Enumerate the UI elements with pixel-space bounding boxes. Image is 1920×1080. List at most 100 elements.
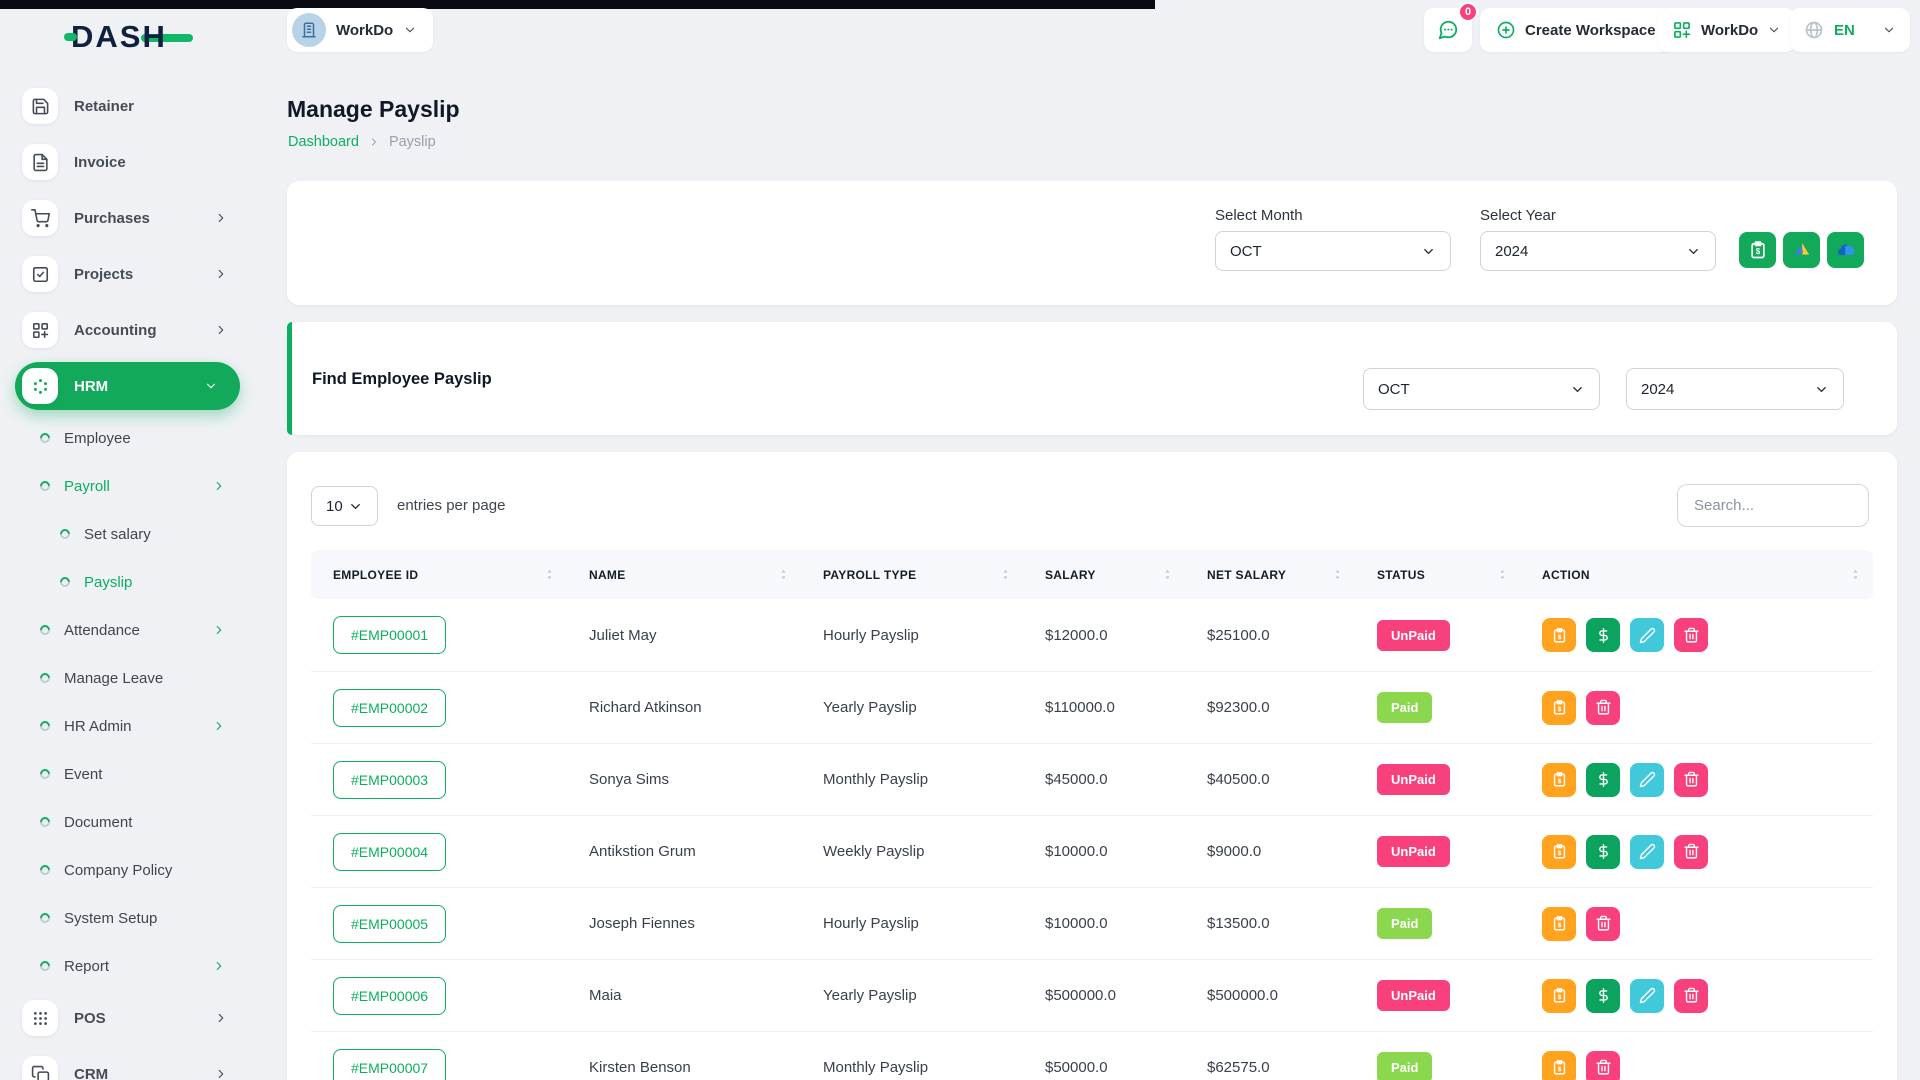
bulk-payment-button[interactable]: $ [1739, 232, 1776, 268]
sidebar-item-employee[interactable]: Employee [0, 414, 270, 462]
payslip-button[interactable]: $ [1542, 906, 1576, 941]
sidebar-item-label: HRM [74, 377, 109, 395]
chevron-down-icon [1421, 244, 1436, 259]
sidebar-item-payslip[interactable]: Payslip [0, 558, 270, 606]
sidebar-item-accounting[interactable]: Accounting [0, 302, 270, 358]
sidebar-item-attendance[interactable]: Attendance [0, 606, 270, 654]
employee-id-chip[interactable]: #EMP00006 [333, 976, 447, 1015]
column-header-employee-id[interactable]: EMPLOYEE ID [311, 567, 567, 582]
onedrive-export-button[interactable] [1827, 232, 1864, 268]
delete-button[interactable] [1586, 690, 1620, 725]
bullet-icon [37, 958, 53, 974]
entries-per-page-select[interactable]: 10 [311, 486, 378, 526]
sidebar-item-retainer[interactable]: Retainer [0, 78, 270, 134]
pay-button[interactable] [1586, 618, 1620, 652]
employee-id-chip[interactable]: #EMP00002 [333, 688, 447, 727]
edit-button[interactable] [1630, 978, 1664, 1013]
dash-logo[interactable]: DASH [64, 19, 193, 54]
sidebar-item-company-policy[interactable]: Company Policy [0, 846, 270, 894]
trash-icon [1683, 843, 1700, 860]
delete-button[interactable] [1674, 978, 1708, 1013]
workspace-selector[interactable]: WorkDo [287, 8, 434, 52]
employee-id-chip[interactable]: #EMP00005 [333, 904, 447, 943]
sidebar-item-label: POS [74, 1009, 106, 1027]
breadcrumb-dashboard-link[interactable]: Dashboard [288, 134, 359, 150]
column-label: NAME [589, 567, 626, 582]
month-select[interactable]: OCT [1215, 231, 1451, 271]
chevron-right-icon [214, 1011, 228, 1025]
sidebar-item-crm[interactable]: CRM [0, 1046, 270, 1080]
sidebar-item-projects[interactable]: Projects [0, 246, 270, 302]
find-month-value: OCT [1378, 380, 1410, 398]
column-label: NET SALARY [1207, 567, 1287, 582]
svg-text:$: $ [1557, 778, 1561, 785]
pay-button[interactable] [1586, 762, 1620, 797]
create-workspace-button[interactable]: Create Workspace [1480, 8, 1672, 52]
edit-button[interactable] [1630, 618, 1664, 652]
employee-id-chip[interactable]: #EMP00001 [333, 616, 447, 654]
year-select[interactable]: 2024 [1480, 231, 1716, 271]
payslip-button[interactable]: $ [1542, 978, 1576, 1013]
column-header-salary[interactable]: SALARY [1023, 567, 1185, 582]
delete-button[interactable] [1586, 906, 1620, 941]
clipboard-dollar-icon: $ [1551, 843, 1568, 860]
table-row: #EMP00002 Richard Atkinson Yearly Payslip $… [311, 671, 1873, 743]
sidebar-item-hr-admin[interactable]: HR Admin [0, 702, 270, 750]
pay-button[interactable] [1586, 978, 1620, 1013]
sidebar-item-event[interactable]: Event [0, 750, 270, 798]
sidebar-item-payroll[interactable]: Payroll [0, 462, 270, 510]
edit-button[interactable] [1630, 834, 1664, 869]
bullet-icon [57, 574, 73, 590]
trash-icon [1683, 987, 1700, 1004]
sidebar-item-manage-leave[interactable]: Manage Leave [0, 654, 270, 702]
payslip-button[interactable]: $ [1542, 762, 1576, 797]
sidebar-item-set-salary[interactable]: Set salary [0, 510, 270, 558]
plus-circle-icon [1496, 20, 1516, 40]
find-month-select[interactable]: OCT [1363, 368, 1600, 410]
delete-button[interactable] [1674, 762, 1708, 797]
payslip-button[interactable]: $ [1542, 618, 1576, 652]
delete-button[interactable] [1674, 834, 1708, 869]
employee-id-chip[interactable]: #EMP00003 [333, 760, 447, 799]
column-header-action[interactable]: ACTION [1520, 567, 1873, 582]
sidebar-item-invoice[interactable]: Invoice [0, 134, 270, 190]
sidebar-item-hrm[interactable]: HRM [0, 358, 270, 414]
salary-value: $10000.0 [1045, 843, 1108, 860]
column-header-payroll-type[interactable]: PAYROLL TYPE [801, 567, 1023, 582]
payslip-button[interactable]: $ [1542, 834, 1576, 869]
employee-id-chip[interactable]: #EMP00004 [333, 832, 447, 871]
sidebar-item-system-setup[interactable]: System Setup [0, 894, 270, 942]
bullet-icon [37, 910, 53, 926]
delete-button[interactable] [1586, 1050, 1620, 1080]
sort-icon [1848, 567, 1863, 582]
table-header-row: EMPLOYEE ID NAME PAYROLL TYPE SALARY NET SAL… [311, 550, 1873, 599]
payslip-button[interactable]: $ [1542, 690, 1576, 725]
sidebar-item-report[interactable]: Report [0, 942, 270, 990]
sidebar-nav: Retainer Invoice Purchases Projects Accounti… [0, 60, 270, 1080]
delete-button[interactable] [1674, 618, 1708, 652]
find-year-select[interactable]: 2024 [1626, 368, 1844, 410]
payroll-type: Yearly Payslip [823, 987, 917, 1004]
column-header-status[interactable]: STATUS [1355, 567, 1520, 582]
google-drive-icon [1792, 240, 1812, 260]
clipboard-dollar-icon: $ [1748, 240, 1768, 260]
employee-id-chip[interactable]: #EMP00007 [333, 1048, 447, 1080]
sidebar-item-purchases[interactable]: Purchases [0, 190, 270, 246]
row-actions: $ [1542, 1050, 1873, 1080]
messages-button[interactable]: 0 [1424, 2, 1478, 52]
sidebar-item-pos[interactable]: POS [0, 990, 270, 1046]
breadcrumb: Dashboard Payslip [288, 134, 436, 150]
edit-button[interactable] [1630, 762, 1664, 797]
app-switcher-button[interactable]: WorkDo [1658, 8, 1796, 52]
language-selector[interactable]: EN [1790, 8, 1910, 52]
sort-icon [1160, 567, 1175, 582]
column-header-name[interactable]: NAME [567, 567, 801, 582]
google-drive-export-button[interactable] [1783, 232, 1820, 268]
payslip-button[interactable]: $ [1542, 1050, 1576, 1080]
pay-button[interactable] [1586, 834, 1620, 869]
column-header-net-salary[interactable]: NET SALARY [1185, 567, 1355, 582]
crm-icon [31, 1065, 50, 1080]
sidebar-item-document[interactable]: Document [0, 798, 270, 846]
search-input[interactable] [1677, 484, 1869, 527]
card-accent-bar [287, 322, 292, 435]
